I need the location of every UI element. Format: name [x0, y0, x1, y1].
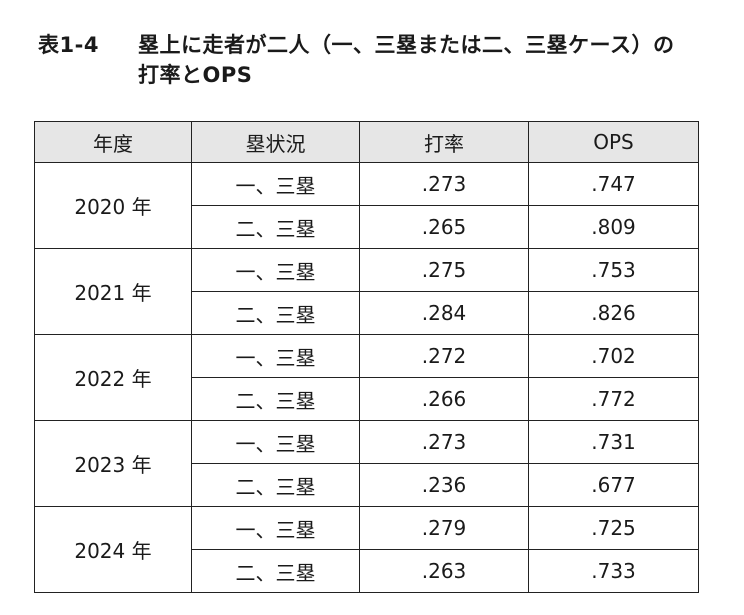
avg-cell: .236: [359, 463, 529, 507]
year-cell: 2022 年: [34, 334, 192, 421]
header-ops: OPS: [528, 121, 699, 163]
avg-cell: .265: [359, 205, 529, 249]
avg-cell: .275: [359, 248, 529, 292]
ops-cell: .809: [528, 205, 699, 249]
situation-cell: 一、三塁: [191, 248, 360, 292]
header-base-situation: 塁状況: [191, 121, 360, 163]
avg-cell: .263: [359, 549, 529, 593]
situation-cell: 一、三塁: [191, 334, 360, 378]
header-row: 年度 塁状況 打率 OPS: [34, 121, 699, 163]
avg-cell: .273: [359, 420, 529, 464]
ops-cell: .725: [528, 506, 699, 550]
situation-cell: 二、三塁: [191, 463, 360, 507]
year-cell: 2020 年: [34, 162, 192, 249]
caption-line-2: 打率とOPS: [38, 60, 728, 90]
ops-cell: .731: [528, 420, 699, 464]
table-row: 二、三塁 .236 .677: [35, 463, 699, 507]
header-batting-average: 打率: [359, 121, 529, 163]
situation-cell: 二、三塁: [191, 291, 360, 335]
avg-cell: .272: [359, 334, 529, 378]
year-cell: 2023 年: [34, 420, 192, 507]
table-caption: 表1-4 塁上に走者が二人（一、三塁または二、三塁ケース）の 打率とOPS: [38, 30, 728, 90]
situation-cell: 二、三塁: [191, 377, 360, 421]
table-row: 2021 年 一、三塁 .275 .753: [34, 248, 699, 335]
avg-cell: .279: [359, 506, 529, 550]
table-row: 2022 年 一、三塁 .272 .702: [34, 334, 699, 421]
avg-cell: .266: [359, 377, 529, 421]
table-body: 2020 年 一、三塁 .273 .747 二、三塁 .265 .809 202…: [34, 162, 699, 593]
ops-cell: .733: [528, 549, 699, 593]
situation-cell: 二、三塁: [191, 549, 360, 593]
avg-cell: .284: [359, 291, 529, 335]
situation-cell: 一、三塁: [191, 506, 360, 550]
situation-cell: 一、三塁: [191, 162, 360, 206]
year-cell: 2024 年: [34, 506, 192, 593]
ops-cell: .677: [528, 463, 699, 507]
ops-cell: .826: [528, 291, 699, 335]
situation-cell: 一、三塁: [191, 420, 360, 464]
caption-line-1: 表1-4 塁上に走者が二人（一、三塁または二、三塁ケース）の: [38, 30, 728, 60]
ops-cell: .747: [528, 162, 699, 206]
ops-cell: .753: [528, 248, 699, 292]
stats-table: 年度 塁状況 打率 OPS 2020 年 一、三塁 .273 .747 二、三塁…: [34, 121, 699, 593]
year-cell: 2021 年: [34, 248, 192, 335]
table-row: 2020 年 一、三塁 .273 .747: [34, 162, 699, 249]
table-row: 二、三塁 .263 .733: [35, 549, 699, 593]
table-row: 2023 年 一、三塁 .273 .731: [34, 420, 699, 507]
table-number: 表1-4: [38, 33, 99, 57]
ops-cell: .702: [528, 334, 699, 378]
table-row: 2024 年 一、三塁 .279 .725: [34, 506, 699, 593]
ops-cell: .772: [528, 377, 699, 421]
caption-subtitle: 打率とOPS: [138, 63, 253, 87]
avg-cell: .273: [359, 162, 529, 206]
header-year: 年度: [34, 121, 192, 163]
caption-title: 塁上に走者が二人（一、三塁または二、三塁ケース）の: [138, 33, 675, 57]
situation-cell: 二、三塁: [191, 205, 360, 249]
table-row: 二、三塁 .265 .809: [35, 205, 699, 249]
